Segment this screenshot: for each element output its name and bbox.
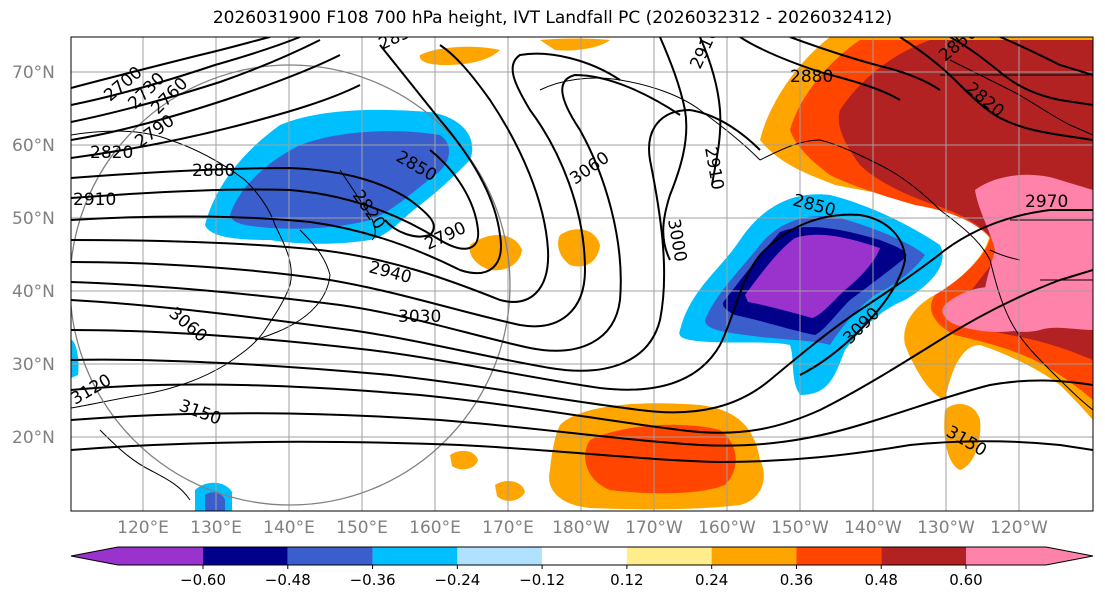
colorbar-segment xyxy=(542,547,627,565)
ivt-negative-core xyxy=(230,131,450,229)
lon-label: 150°E xyxy=(336,518,388,538)
colorbar-segment xyxy=(796,547,882,565)
lon-label: 140°W xyxy=(844,518,902,538)
colorbar xyxy=(70,546,1094,566)
colorbar-segment xyxy=(203,547,288,565)
colorbar-tick-label: −0.48 xyxy=(265,571,311,589)
colorbar-segment xyxy=(118,547,203,565)
lon-label: 180°W xyxy=(552,518,610,538)
ivt-negative-extreme xyxy=(745,234,880,318)
lon-label: 120°W xyxy=(990,518,1048,538)
colorbar-tick-label: 0.60 xyxy=(949,571,982,589)
colorbar-extend-min xyxy=(71,547,118,565)
colorbar-tick-label: 0.48 xyxy=(865,571,898,589)
lat-label: 50°N xyxy=(12,209,55,229)
lon-label: 170°W xyxy=(625,518,683,538)
colorbar-tick-label: −0.24 xyxy=(434,571,480,589)
lat-label: 20°N xyxy=(12,428,55,448)
longitude-labels: 120°E 130°E 140°E 150°E 160°E 170°E 180°… xyxy=(117,518,1048,538)
lat-label: 60°N xyxy=(12,136,55,156)
latitude-labels: 70°N 60°N 50°N 40°N 30°N 20°N xyxy=(12,63,55,448)
colorbar-segment xyxy=(881,547,966,565)
map-frame xyxy=(70,36,1094,512)
colorbar-segment xyxy=(287,547,373,565)
colorbar-segment xyxy=(457,547,543,565)
colorbar-tick-label: −0.12 xyxy=(519,571,565,589)
contour-label: 3030 xyxy=(398,307,441,327)
lon-label: 140°E xyxy=(263,518,315,538)
lat-label: 40°N xyxy=(12,282,55,302)
colorbar-ticks: −0.60 −0.48 −0.36 −0.24 −0.12 0.12 0.24 0.36 0.4… xyxy=(180,565,983,589)
colorbar-tick-label: 0.12 xyxy=(610,571,643,589)
ivt-shading xyxy=(71,37,1093,511)
lon-label: 160°W xyxy=(698,518,756,538)
contour-label: 2970 xyxy=(1025,192,1068,212)
map-area: 2700 2730 2760 2790 2820 2880 2910 2850 … xyxy=(71,37,1093,511)
colorbar-tick-label: 0.24 xyxy=(695,571,728,589)
lat-label: 70°N xyxy=(12,63,55,83)
lon-label: 150°W xyxy=(771,518,829,538)
contour-label: 2880 xyxy=(790,67,833,87)
colorbar-segment xyxy=(966,547,1046,565)
lon-label: 130°W xyxy=(917,518,975,538)
map-title: 2026031900 F108 700 hPa height, IVT Land… xyxy=(212,8,893,28)
lat-label: 30°N xyxy=(12,355,55,375)
lon-label: 130°E xyxy=(190,518,242,538)
lon-label: 120°E xyxy=(117,518,169,538)
lon-label: 170°E xyxy=(482,518,534,538)
colorbar-tick-label: −0.36 xyxy=(350,571,396,589)
colorbar-outline xyxy=(70,546,1094,566)
height-contours xyxy=(71,37,1093,464)
contour-label: 2820 xyxy=(90,143,133,163)
coastlines xyxy=(71,59,1093,501)
colorbar-extend-max xyxy=(1046,547,1093,565)
colorbar-tick-label: −0.60 xyxy=(180,571,226,589)
range-circle xyxy=(71,64,511,506)
colorbar-tick-label: 0.36 xyxy=(780,571,813,589)
contour-label: 2880 xyxy=(192,161,235,181)
colorbar-segment xyxy=(711,547,797,565)
colorbar-segment xyxy=(626,547,712,565)
lon-label: 160°E xyxy=(409,518,461,538)
colorbar-segment xyxy=(372,547,458,565)
contour-label: 2910 xyxy=(73,190,116,210)
